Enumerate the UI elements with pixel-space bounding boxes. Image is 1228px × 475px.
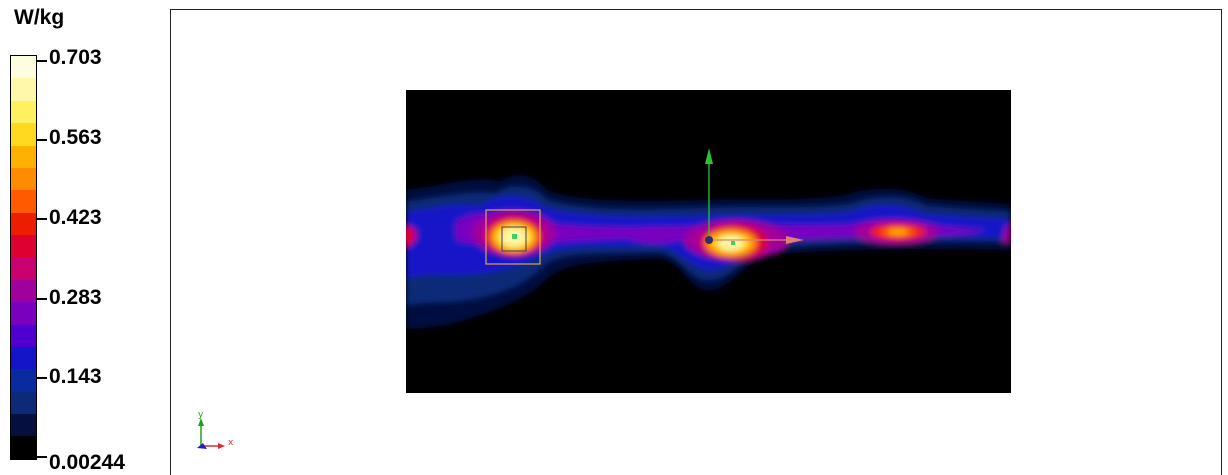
sar-contour-plot [406,148,1011,329]
legend-tick [37,60,47,62]
colorbar-segment [11,369,36,392]
sar-distribution-map [406,90,1011,393]
colorbar-segment [11,235,36,258]
colorbar-segment [11,190,36,213]
colorbar-segment [11,100,36,124]
zoom-scan-box [501,226,527,252]
x-arrow-head [786,236,804,244]
legend-label: 0.563 [49,126,102,149]
legend-tick [37,377,47,379]
legend-unit: W/kg [14,6,65,29]
legend-label: 0.283 [49,286,102,309]
legend-tick [37,456,47,458]
legend-label: 0.143 [49,365,102,388]
colorbar [10,55,37,460]
colorbar-segment [11,145,36,168]
colorbar-segment [11,56,36,79]
y-arrow-head [705,148,713,164]
origin-marker [705,236,713,244]
peak-marker-secondary [731,241,735,245]
colorbar-segment [11,391,36,414]
peak-marker [512,234,517,239]
y-axis-label: y [198,410,204,420]
x-axis-label: x [228,438,234,448]
colorbar-segment [11,167,36,191]
area-scan-box [485,209,541,265]
legend-label-max: 0.703 [49,46,102,69]
legend-tick [37,218,47,220]
colorbar-segment [11,346,36,370]
colorbar-segment [11,123,36,146]
legend-label: 0.423 [49,206,102,229]
colorbar-segment [11,436,36,459]
colorbar-segment [11,279,36,303]
legend-label-min: 0.00244 [49,451,125,474]
viewport-frame [170,9,1222,475]
colorbar-segment [11,257,36,280]
colorbar-segment [11,302,36,325]
legend-tick [37,298,47,300]
colorbar-segment [11,78,36,101]
colorbar-segment [11,414,36,437]
axis-triad-icon [197,418,225,449]
legend-tick [37,139,47,141]
colorbar-segment [11,212,36,235]
colorbar-segment [11,324,36,347]
